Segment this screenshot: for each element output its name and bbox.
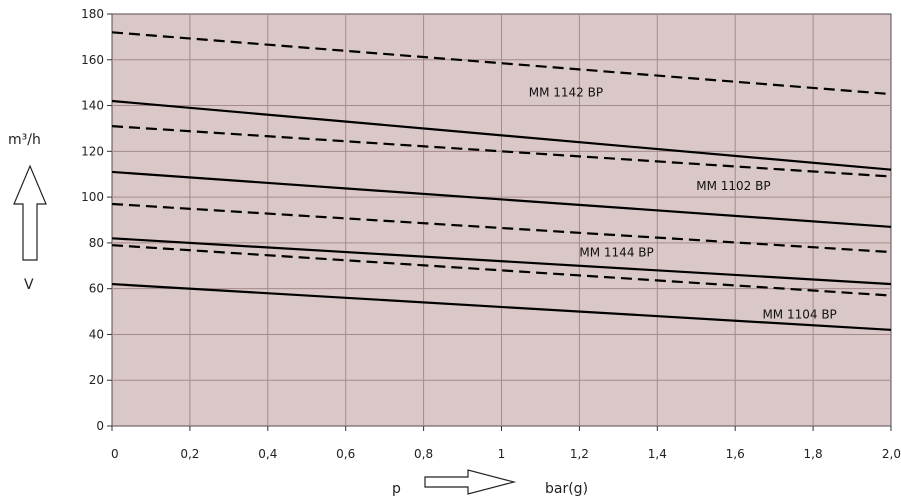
y-tick-label: 60 <box>89 282 104 296</box>
y-tick-label: 140 <box>81 99 104 113</box>
series-label: MM 1142 BP <box>529 85 603 99</box>
y-tick-label: 40 <box>89 327 104 341</box>
series-line-dashed <box>111 31 892 96</box>
series-lines <box>111 31 892 331</box>
x-tick-labels: 0 0,2 0,4 0,6 0,8 1 1,2 1,4 1,6 1,8 2,0 <box>111 426 901 461</box>
series-label: MM 1104 BP <box>762 307 836 321</box>
x-tick-label: 1,8 <box>804 447 823 461</box>
annotations: MM 1142 BP MM 1102 BP MM 1144 BP MM 1104 BP <box>529 85 837 321</box>
series-line-solid <box>111 170 892 228</box>
y-tick-label: 0 <box>96 419 104 433</box>
x-tick-label: 2,0 <box>882 447 901 461</box>
series-line-dashed <box>111 125 892 178</box>
x-axis-arrow-icon <box>424 469 517 495</box>
y-tick-label: 20 <box>89 373 104 387</box>
y-tick-label: 80 <box>89 236 104 250</box>
series-line-dashed <box>111 244 892 297</box>
grid <box>112 14 891 426</box>
y-tick-labels: 0 20 40 60 80 100 120 140 160 180 <box>81 7 112 433</box>
y-tick-label: 160 <box>81 53 104 67</box>
x-axis-unit: bar(g) <box>545 481 588 497</box>
x-tick-label: 1,4 <box>648 447 667 461</box>
y-tick-label: 120 <box>81 144 104 158</box>
y-axis-arrow-icon <box>13 164 47 261</box>
x-axis-label: p <box>392 481 401 497</box>
series-line-solid <box>111 99 892 171</box>
x-tick-label: 1 <box>498 447 506 461</box>
y-tick-label: 100 <box>81 190 104 204</box>
series-line-dashed <box>111 202 892 254</box>
x-tick-label: 0 <box>111 447 119 461</box>
x-tick-label: 0,8 <box>414 447 433 461</box>
x-tick-label: 0,2 <box>180 447 199 461</box>
series-label: MM 1102 BP <box>696 179 770 193</box>
series-label: MM 1144 BP <box>579 246 653 260</box>
y-axis-unit: m³/h <box>8 132 41 148</box>
x-tick-label: 1,6 <box>726 447 745 461</box>
x-tick-label: 0,4 <box>258 447 277 461</box>
x-tick-label: 0,6 <box>336 447 355 461</box>
x-tick-label: 1,2 <box>570 447 589 461</box>
y-tick-label: 180 <box>81 7 104 21</box>
y-axis-variable: V <box>24 277 34 293</box>
series-line-solid <box>111 237 892 286</box>
series-line-solid <box>111 282 892 331</box>
